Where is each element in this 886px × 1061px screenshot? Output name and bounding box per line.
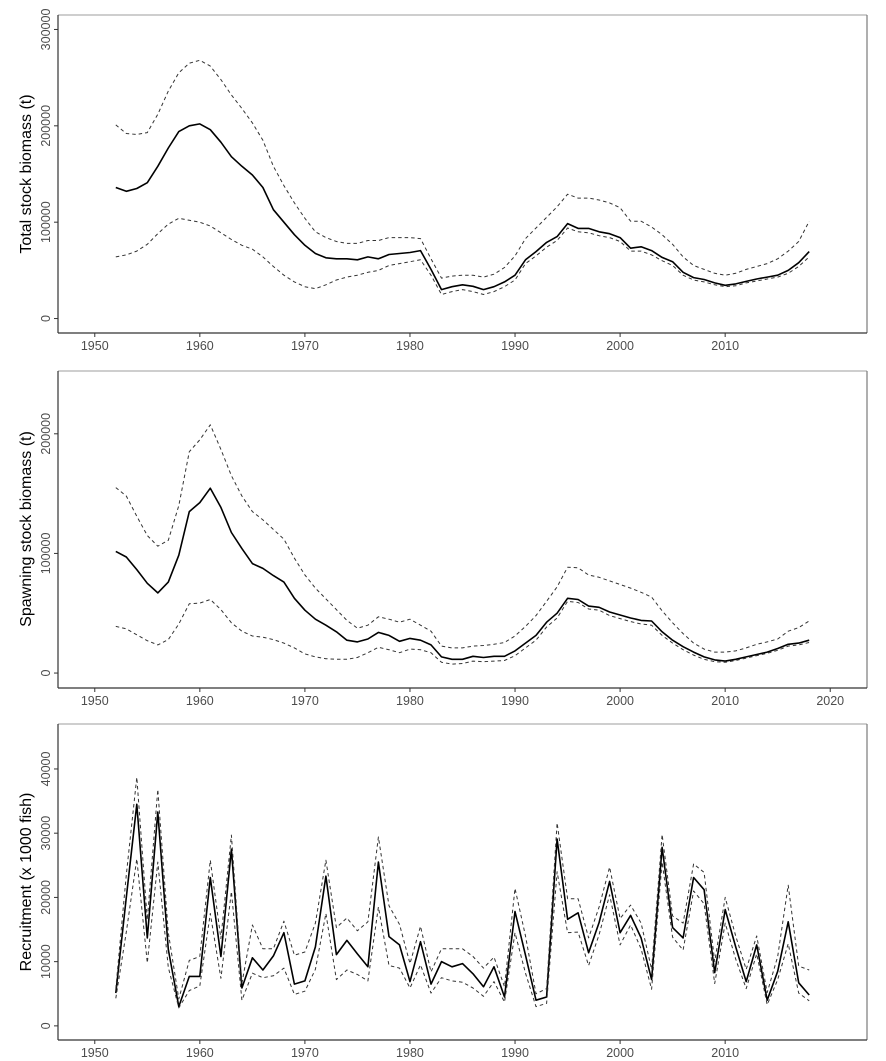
y-tick-label: 0 bbox=[39, 315, 53, 322]
x-tick-label: 1960 bbox=[186, 694, 214, 708]
x-tick-label: 1950 bbox=[81, 339, 109, 353]
x-tick-label: 1990 bbox=[501, 1046, 529, 1060]
x-tick-label: 1970 bbox=[291, 694, 319, 708]
series-upper-line bbox=[115, 59, 810, 279]
y-tick-label: 30000 bbox=[39, 816, 53, 851]
x-tick-label: 1960 bbox=[186, 339, 214, 353]
x-tick-label: 2000 bbox=[606, 339, 634, 353]
series-estimate-line bbox=[115, 803, 810, 1008]
y-tick-label: 0 bbox=[39, 670, 53, 677]
y-axis-title: Spawning stock biomass (t) bbox=[18, 431, 35, 627]
x-tick-label: 1980 bbox=[396, 1046, 424, 1060]
x-tick-label: 1970 bbox=[291, 1046, 319, 1060]
x-tick-label: 1990 bbox=[501, 339, 529, 353]
series-upper-line bbox=[115, 776, 810, 1000]
x-tick-label: 1960 bbox=[186, 1046, 214, 1060]
series-lower-line bbox=[115, 599, 810, 665]
y-tick-label: 100000 bbox=[39, 533, 53, 575]
x-tick-label: 2010 bbox=[711, 694, 739, 708]
series-lower-line bbox=[115, 217, 810, 295]
y-tick-label: 10000 bbox=[39, 944, 53, 979]
series-upper-line bbox=[115, 424, 810, 653]
series-estimate-line bbox=[115, 487, 810, 662]
x-tick-label: 1950 bbox=[81, 694, 109, 708]
y-tick-label: 300000 bbox=[39, 9, 53, 51]
y-tick-label: 100000 bbox=[39, 201, 53, 243]
x-tick-label: 2000 bbox=[606, 1046, 634, 1060]
x-tick-label: 2000 bbox=[606, 694, 634, 708]
series-lower-line bbox=[115, 858, 810, 1009]
y-tick-label: 40000 bbox=[39, 752, 53, 787]
total-biomass-panel: Total stock biomass (t) 1950 1960 1970 1980… bbox=[18, 9, 868, 353]
x-tick-label: 1980 bbox=[396, 339, 424, 353]
y-tick-label: 200000 bbox=[39, 413, 53, 455]
x-tick-label: 1990 bbox=[501, 694, 529, 708]
x-tick-label: 1980 bbox=[396, 694, 424, 708]
spawning-biomass-panel: Spawning stock biomass (t) 1950 1960 1970 1… bbox=[18, 370, 868, 708]
x-tick-label: 2010 bbox=[711, 339, 739, 353]
y-tick-label: 200000 bbox=[39, 105, 53, 147]
series-estimate-line bbox=[115, 123, 810, 291]
y-axis-title: Recruitment (x 1000 fish) bbox=[18, 793, 35, 972]
x-tick-label: 2020 bbox=[816, 694, 844, 708]
x-tick-label: 2010 bbox=[711, 1046, 739, 1060]
y-axis-title: Total stock biomass (t) bbox=[18, 94, 35, 253]
x-tick-label: 1970 bbox=[291, 339, 319, 353]
x-tick-label: 1950 bbox=[81, 1046, 109, 1060]
y-tick-label: 0 bbox=[39, 1022, 53, 1029]
recruitment-panel: Recruitment (x 1000 fish) 1950 1960 1970 19… bbox=[18, 723, 868, 1060]
y-tick-label: 20000 bbox=[39, 880, 53, 915]
